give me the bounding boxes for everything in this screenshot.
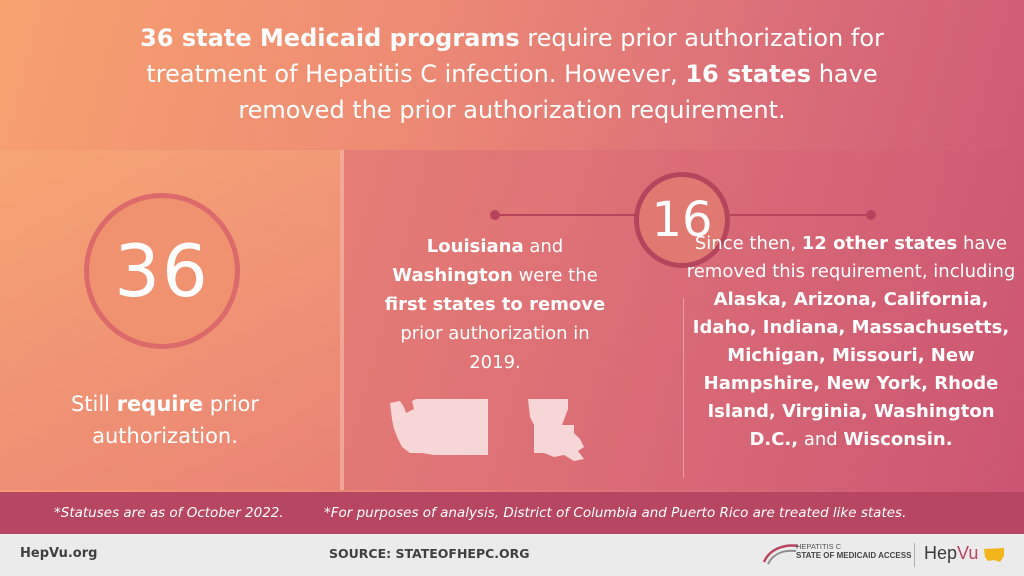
right-column-divider xyxy=(683,298,684,478)
us-map-badge-icon xyxy=(984,548,1004,562)
first-states-text-1: and xyxy=(523,236,564,257)
first-states-text: Louisiana and Washington were the first … xyxy=(372,232,618,377)
other-states-text-2: have removed this requirement, including xyxy=(686,233,1016,282)
note-status-date: *Statuses are as of October 2022. xyxy=(54,505,284,521)
other-states-bold-count: 12 other states xyxy=(801,233,958,254)
headline: 36 state Medicaid programs require prior… xyxy=(132,20,892,128)
logo-line-1: HEPATITIS C xyxy=(796,542,842,551)
caption-bold-require: require xyxy=(116,392,204,416)
brand-hep: Hep xyxy=(924,543,958,563)
other-states-bold-wisconsin: Wisconsin. xyxy=(843,429,953,450)
first-states-bold-washington: Washington xyxy=(392,265,513,286)
first-states-text-2: were the xyxy=(512,265,598,286)
left-caption: Still require prior authorization. xyxy=(40,388,290,452)
caption-text-post: prior authorization. xyxy=(92,392,260,448)
other-states-bold-list: Alaska, Arizona, California, Idaho, Indi… xyxy=(692,289,1010,450)
headline-text-2: have removed the prior authorization req… xyxy=(238,60,878,124)
note-analysis: *For purposes of analysis, District of C… xyxy=(324,505,907,521)
first-states-bold-remove: first states to remove xyxy=(384,294,606,315)
other-states-text: Since then, 12 other states have removed… xyxy=(683,230,1019,454)
first-states-text-3: prior authorization in 2019. xyxy=(400,323,590,373)
header-banner: 36 state Medicaid programs require prior… xyxy=(0,0,1024,148)
footer-bar: HepVu.org SOURCE: STATEOFHEPC.ORG HEPATI… xyxy=(0,534,1024,576)
count-36: 36 xyxy=(114,229,210,313)
source-label: SOURCE: STATEOFHEPC.ORG xyxy=(329,546,530,561)
headline-text-1: require prior authorization for treatmen… xyxy=(146,24,884,88)
medicaid-access-logo: HEPATITIS C STATE OF MEDICAID ACCESS xyxy=(796,542,911,560)
logo-line-2: STATE OF MEDICAID ACCESS xyxy=(796,551,912,560)
hepatitis-c-logo-icon xyxy=(762,544,799,565)
site-link[interactable]: HepVu.org xyxy=(20,546,98,561)
count-16: 16 xyxy=(651,192,713,248)
state-silhouettes xyxy=(390,399,584,461)
caption-text-pre: Still xyxy=(70,392,117,416)
headline-bold-16-states: 16 states xyxy=(685,60,812,88)
connector-line-left xyxy=(495,214,636,216)
first-states-bold-louisiana: Louisiana xyxy=(426,236,524,257)
logo-separator xyxy=(914,543,915,567)
hepvu-logo: HepVu xyxy=(924,543,978,564)
notes-band: *Statuses are as of October 2022. *For p… xyxy=(0,492,1024,534)
headline-bold-medicaid: 36 state Medicaid programs xyxy=(140,24,520,52)
count-circle-16: 16 xyxy=(634,172,730,268)
count-circle-36: 36 xyxy=(84,193,240,349)
panel-divider xyxy=(340,150,344,490)
louisiana-state-icon xyxy=(528,399,584,461)
connector-line-right xyxy=(730,214,870,216)
other-states-text-3: and xyxy=(798,429,844,450)
brand-vu: Vu xyxy=(957,543,979,563)
connector-dot-right xyxy=(866,210,876,220)
other-states-text-1: Since then, xyxy=(694,233,802,254)
washington-state-icon xyxy=(390,399,488,455)
